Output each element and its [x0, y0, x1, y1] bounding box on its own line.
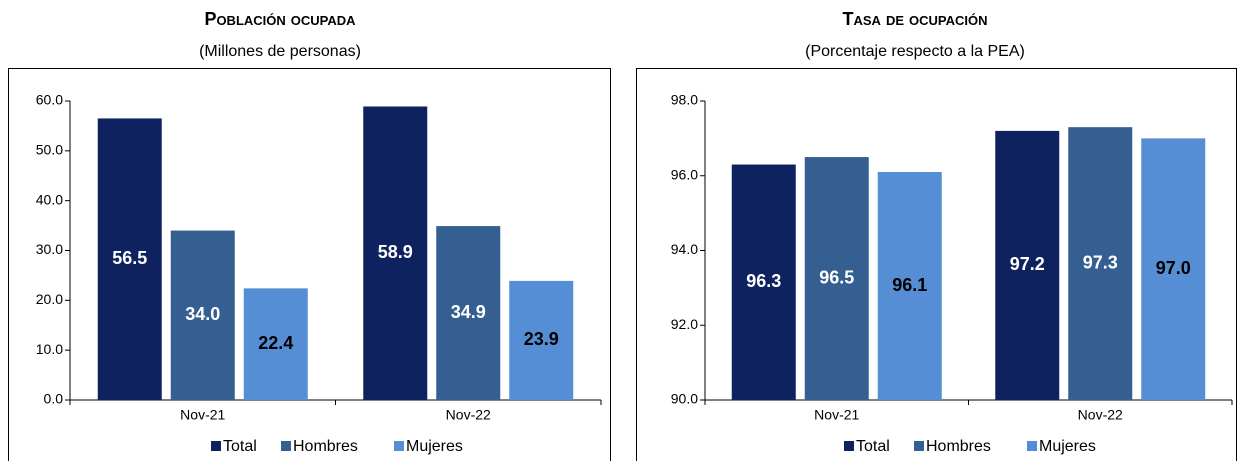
value-label: 96.1 — [892, 275, 927, 295]
bar — [363, 106, 428, 401]
value-label: 58.9 — [378, 242, 413, 262]
y-tick-label: 96.0 — [671, 166, 698, 182]
legend-swatch — [1027, 441, 1037, 451]
value-label: 97.3 — [1083, 252, 1118, 272]
chart-title: Tasa de ocupación — [843, 9, 988, 29]
legend-label: Mujeres — [406, 438, 463, 455]
bar — [1141, 138, 1206, 400]
bar — [1068, 127, 1133, 400]
bar — [243, 288, 308, 400]
y-tick-label: 40.0 — [36, 191, 63, 207]
legend-swatch — [281, 441, 291, 451]
value-label: 56.5 — [112, 248, 147, 268]
chart-title: Población ocupada — [204, 9, 356, 29]
y-tick-label: 30.0 — [36, 241, 63, 257]
x-tick-label: Nov-22 — [446, 407, 491, 423]
x-tick-label: Nov-22 — [1078, 407, 1123, 423]
value-label: 97.2 — [1010, 254, 1045, 274]
y-tick-label: 60.0 — [36, 92, 63, 108]
legend-label: Total — [223, 438, 257, 455]
value-label: 97.0 — [1156, 258, 1191, 278]
bar — [170, 230, 235, 400]
legend-label: Hombres — [293, 438, 358, 455]
value-label: 96.5 — [819, 267, 854, 287]
frame — [636, 68, 1237, 461]
y-tick-label: 10.0 — [36, 341, 63, 357]
y-tick-label: 0.0 — [44, 391, 64, 407]
value-label: 96.3 — [746, 271, 781, 291]
bar — [995, 130, 1060, 400]
bar — [804, 157, 869, 400]
x-tick-label: Nov-21 — [814, 407, 859, 423]
value-label: 34.0 — [185, 304, 220, 324]
legend-label: Hombres — [926, 438, 991, 455]
bar — [97, 118, 162, 401]
bar — [731, 164, 796, 400]
y-tick-label: 94.0 — [671, 241, 698, 257]
value-label: 34.9 — [451, 302, 486, 322]
chart-subtitle: (Millones de personas) — [199, 43, 361, 60]
y-tick-label: 92.0 — [671, 316, 698, 332]
bar — [436, 226, 501, 400]
legend-swatch — [394, 441, 404, 451]
legend-swatch — [211, 441, 221, 451]
value-label: 23.9 — [524, 329, 559, 349]
y-tick-label: 50.0 — [36, 142, 63, 158]
y-tick-label: 98.0 — [671, 92, 698, 108]
chart-subtitle: (Porcentaje respecto a la PEA) — [805, 43, 1025, 60]
legend-swatch — [844, 441, 854, 451]
y-tick-label: 20.0 — [36, 291, 63, 307]
legend-label: Total — [856, 438, 890, 455]
y-tick-label: 90.0 — [671, 391, 698, 407]
legend-label: Mujeres — [1039, 438, 1096, 455]
bar — [509, 280, 574, 400]
legend-swatch — [914, 441, 924, 451]
value-label: 22.4 — [258, 333, 293, 353]
frame — [8, 68, 611, 461]
x-tick-label: Nov-21 — [180, 407, 225, 423]
bar — [877, 172, 942, 400]
